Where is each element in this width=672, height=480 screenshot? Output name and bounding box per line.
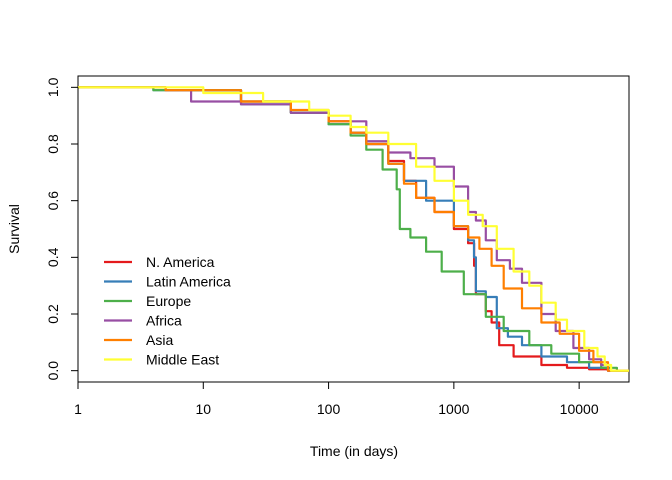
y-tick-label: 0.6 (45, 191, 61, 211)
legend-label-1: Latin America (146, 274, 231, 290)
x-tick-label: 10000 (560, 401, 599, 417)
legend-label-3: Africa (146, 313, 182, 329)
legend-label-4: Asia (146, 332, 173, 348)
legend: N. America Latin America Europe Africa Asia M… (104, 254, 231, 368)
y-tick-label: 0.2 (45, 304, 61, 324)
y-tick-label: 0.8 (45, 134, 61, 154)
y-tick-label: 1.0 (45, 77, 61, 97)
legend-label-5: Middle East (146, 352, 219, 368)
y-axis: 0.0 0.2 0.4 0.6 0.8 1.0 (45, 77, 79, 381)
x-axis-label: Time (in days) (310, 443, 398, 459)
x-tick-label: 10 (195, 401, 211, 417)
legend-label-0: N. America (146, 254, 215, 270)
y-tick-label: 0.4 (45, 247, 61, 267)
legend-label-2: Europe (146, 293, 191, 309)
x-tick-label: 1 (74, 401, 82, 417)
y-axis-label: Survival (6, 204, 22, 254)
x-tick-label: 100 (317, 401, 341, 417)
x-axis: 1 10 100 1000 10000 (74, 381, 599, 417)
y-tick-label: 0.0 (45, 361, 61, 381)
series-layer (78, 86, 629, 372)
series-line-5 (78, 86, 629, 372)
x-tick-label: 1000 (438, 401, 469, 417)
